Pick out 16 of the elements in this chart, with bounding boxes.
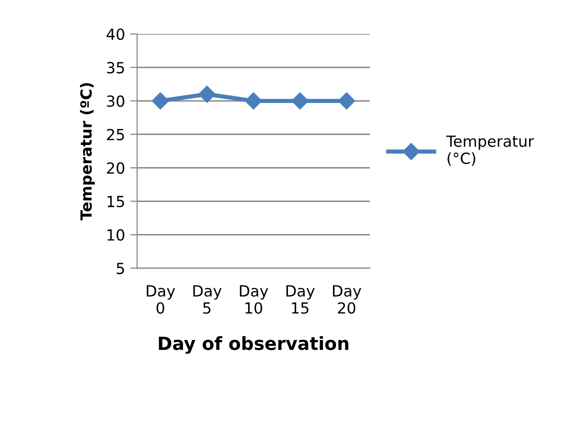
x-tick-label: Day 10 bbox=[240, 285, 268, 314]
y-tick-label: 40 bbox=[106, 28, 124, 40]
x-tick-label: Day 5 bbox=[193, 285, 222, 314]
y-tick-label: 15 bbox=[108, 196, 124, 208]
y-tick-label: 25 bbox=[107, 128, 124, 140]
y-tick-label: 35 bbox=[107, 62, 124, 74]
x-tick-label: Day 20 bbox=[332, 285, 362, 314]
x-axis-title: Day of observation bbox=[158, 336, 348, 354]
y-tick-label: 5 bbox=[116, 262, 124, 274]
x-tick-label: Day 15 bbox=[286, 285, 315, 314]
y-tick-label: 30 bbox=[107, 95, 124, 107]
legend-label: Temperatur (°C) bbox=[446, 136, 534, 166]
y-tick-label: 10 bbox=[108, 229, 124, 241]
y-tick-label: 20 bbox=[107, 162, 124, 174]
y-axis-title: Temperatur (ºC) bbox=[80, 83, 95, 220]
x-tick-label: Day 0 bbox=[146, 285, 176, 314]
